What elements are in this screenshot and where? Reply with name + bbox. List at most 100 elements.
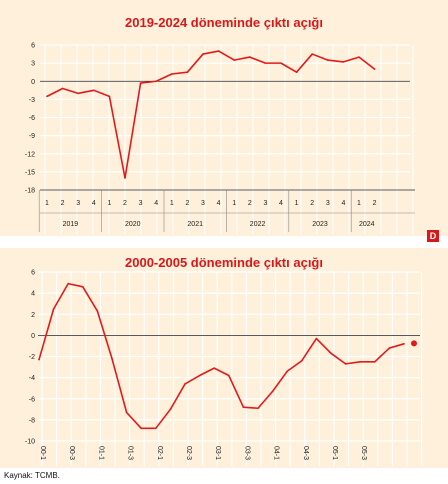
data-point bbox=[61, 87, 64, 90]
x-tick-label-quarter: 4 bbox=[92, 200, 96, 207]
x-tick-label-quarter: 3 bbox=[201, 200, 205, 207]
y-tick-label: -6 bbox=[29, 396, 35, 403]
data-point bbox=[202, 53, 204, 55]
y-tick-label: 6 bbox=[31, 43, 35, 50]
x-tick-label: 05-3 bbox=[360, 446, 367, 460]
data-point bbox=[52, 308, 55, 310]
data-point bbox=[140, 427, 142, 430]
y-tick-label: 0 bbox=[31, 79, 35, 86]
data-point bbox=[96, 310, 99, 312]
y-tick-label: -6 bbox=[29, 115, 35, 122]
x-tick-label-quarter: 4 bbox=[217, 200, 221, 207]
data-point bbox=[213, 367, 215, 369]
x-tick-label-year: 2024 bbox=[359, 221, 375, 228]
chart-title-2019-2024: 2019-2024 döneminde çıktı açığı bbox=[125, 15, 323, 30]
x-tick-label-quarter: 2 bbox=[373, 200, 377, 207]
x-tick-label: 05-1 bbox=[331, 446, 338, 460]
x-tick-label-quarter: 3 bbox=[139, 200, 143, 207]
x-tick-label: 00-3 bbox=[68, 446, 75, 460]
last-point-marker bbox=[411, 340, 417, 347]
x-tick-label-quarter: 3 bbox=[76, 200, 80, 207]
data-point bbox=[155, 80, 157, 83]
y-tick-label: 2 bbox=[31, 312, 35, 319]
data-point bbox=[249, 56, 251, 58]
data-point bbox=[38, 358, 40, 361]
data-point bbox=[217, 50, 220, 52]
data-point bbox=[388, 347, 391, 349]
x-tick-label-year: 2019 bbox=[63, 221, 79, 228]
x-tick-label: 04-3 bbox=[302, 446, 309, 460]
data-point bbox=[327, 59, 329, 61]
data-point bbox=[271, 390, 274, 393]
data-point bbox=[155, 427, 157, 430]
source-note: Kaynak: TCMB. bbox=[4, 471, 60, 480]
data-point bbox=[374, 360, 376, 363]
x-tick-label-quarter: 4 bbox=[279, 200, 283, 207]
data-point bbox=[171, 73, 173, 75]
data-point bbox=[184, 383, 186, 385]
series-line bbox=[46, 50, 376, 179]
y-tick-label: -9 bbox=[29, 133, 35, 140]
y-tick-label: -12 bbox=[25, 151, 35, 158]
x-tick-label: 02-1 bbox=[156, 446, 163, 460]
y-tick-label: 3 bbox=[31, 61, 35, 68]
x-tick-label-quarter: 3 bbox=[326, 200, 330, 207]
y-tick-label: -2 bbox=[29, 354, 35, 361]
x-tick-label-quarter: 1 bbox=[107, 200, 111, 207]
data-point bbox=[286, 370, 289, 373]
data-point bbox=[125, 411, 128, 414]
data-point bbox=[295, 71, 298, 73]
chart-2000-2005: 6 4 2 0 -2 -4 -6 -8 -10 00-1 00-3 01-1 01-3 02-1 02-3 0… bbox=[25, 270, 423, 466]
x-tick-label-quarter: 4 bbox=[154, 200, 158, 207]
data-point bbox=[169, 408, 172, 411]
x-tick-label-year: 2021 bbox=[187, 221, 203, 228]
y-tick-label: -8 bbox=[29, 417, 35, 424]
x-tick-label-quarter: 2 bbox=[310, 200, 314, 207]
x-tick-label: 01-3 bbox=[127, 446, 134, 460]
data-point bbox=[311, 53, 314, 55]
data-point bbox=[67, 282, 69, 285]
x-tick-label-quarter: 2 bbox=[248, 200, 252, 207]
x-tick-label-quarter: 2 bbox=[61, 200, 65, 207]
data-point bbox=[198, 374, 201, 377]
data-point bbox=[93, 89, 95, 92]
y-tick-label: 6 bbox=[31, 270, 35, 277]
data-point bbox=[228, 374, 230, 377]
y-tick-label: 4 bbox=[31, 291, 35, 298]
data-point bbox=[242, 406, 245, 408]
x-tick-label-year: 2023 bbox=[312, 221, 328, 228]
data-point bbox=[111, 357, 113, 360]
x-tick-label: 01-1 bbox=[97, 446, 104, 460]
data-point bbox=[315, 337, 318, 340]
data-point bbox=[46, 95, 48, 98]
data-point bbox=[373, 68, 376, 70]
x-tick-label: 03-1 bbox=[214, 446, 221, 460]
y-tick-label: -15 bbox=[25, 169, 35, 176]
x-tick-label-quarter: 1 bbox=[232, 200, 236, 207]
x-tick-label: 00-1 bbox=[39, 446, 46, 460]
y-tick-label: 0 bbox=[31, 333, 35, 340]
series-line bbox=[38, 282, 405, 430]
data-point bbox=[77, 92, 79, 95]
chart-title-2000-2005: 2000-2005 döneminde çıktı açığı bbox=[125, 255, 323, 270]
chart-2019-2024: 6 3 0 -3 -6 -9 -12 -15 -18 1 2 3 4 1 2 3 4 1 2 3 4 1 2 3 4 1 2 3 4 1 2… bbox=[25, 43, 415, 234]
y-tick-label: -18 bbox=[25, 188, 35, 195]
x-tick-label-year: 2020 bbox=[125, 221, 141, 228]
data-point bbox=[342, 61, 345, 63]
x-tick-label: 02-3 bbox=[185, 446, 192, 460]
x-tick-label-quarter: 2 bbox=[185, 200, 189, 207]
data-point bbox=[330, 352, 332, 355]
x-tick-label-quarter: 1 bbox=[295, 200, 299, 207]
data-point bbox=[233, 59, 235, 61]
data-point bbox=[358, 56, 360, 58]
x-tick-label-quarter: 2 bbox=[123, 200, 127, 207]
data-point bbox=[108, 95, 111, 98]
data-point bbox=[301, 359, 303, 362]
x-tick-label-quarter: 1 bbox=[45, 200, 49, 207]
data-point bbox=[344, 363, 347, 365]
x-tick-label-quarter: 1 bbox=[357, 200, 361, 207]
data-point bbox=[257, 407, 259, 410]
x-tick-label-quarter: 1 bbox=[170, 200, 174, 207]
x-tick-label-year: 2022 bbox=[250, 221, 266, 228]
